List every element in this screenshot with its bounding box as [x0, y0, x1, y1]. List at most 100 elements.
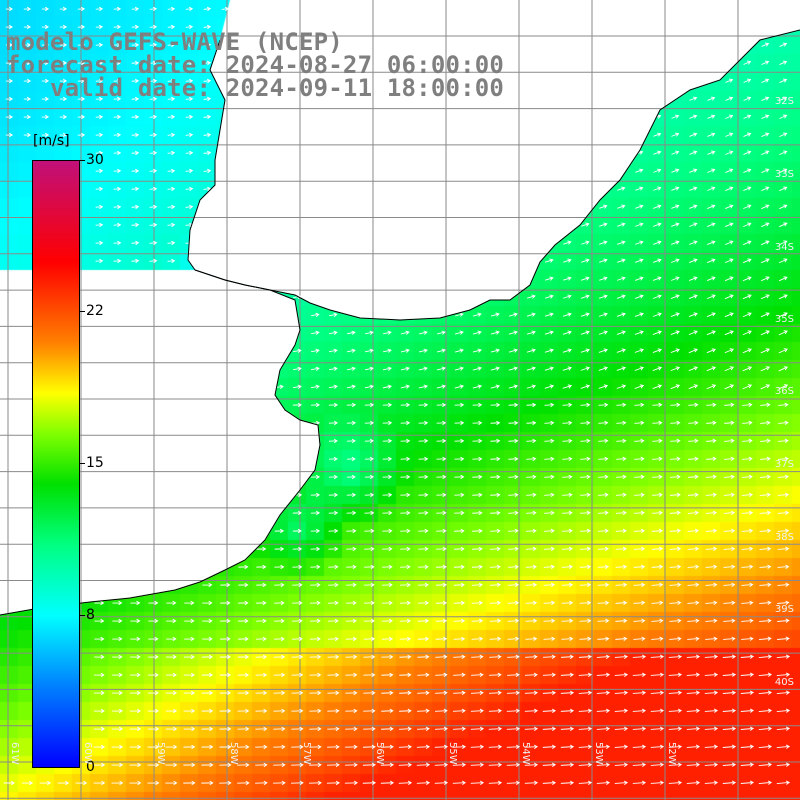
wind-arrow: [615, 546, 628, 552]
wind-arrow: [562, 384, 573, 389]
wind-arrow: [452, 762, 467, 768]
wind-arrow: [760, 258, 770, 264]
wind-arrow: [345, 726, 358, 732]
wind-arrow: [471, 654, 484, 660]
wind-arrow: [167, 42, 176, 48]
wind-arrow: [165, 708, 178, 714]
wind-arrow: [291, 690, 304, 696]
wind-arrow: [167, 114, 176, 120]
wind-arrow: [472, 456, 483, 462]
wind-arrow: [131, 78, 140, 84]
wind-arrow: [329, 312, 338, 317]
wind-arrow: [364, 366, 374, 371]
wind-arrow: [652, 366, 663, 371]
wind-arrow: [614, 762, 629, 767]
wind-arrow: [434, 762, 449, 768]
wind-arrow: [651, 528, 664, 534]
wind-arrow: [616, 366, 627, 371]
wind-arrow: [779, 96, 788, 101]
wind-arrow: [147, 708, 160, 714]
wind-arrow: [94, 654, 105, 660]
wind-arrow: [237, 780, 250, 786]
wind-arrow: [237, 726, 250, 732]
wind-arrow: [488, 762, 503, 767]
wind-arrow: [777, 582, 790, 587]
wind-arrow: [526, 402, 537, 408]
wind-arrow: [526, 420, 537, 426]
wind-arrow: [130, 654, 141, 660]
wind-arrow: [308, 780, 322, 786]
wind-arrow: [705, 636, 718, 641]
wind-arrow: [382, 438, 393, 444]
wind-arrow: [723, 582, 736, 587]
wind-arrow: [704, 744, 719, 749]
wind-arrow: [416, 780, 431, 786]
wind-arrow: [725, 204, 734, 209]
wind-arrow: [560, 780, 575, 785]
wind-arrow: [149, 60, 158, 66]
wind-arrow: [740, 762, 755, 767]
wind-arrow: [668, 654, 683, 659]
wind-arrow: [347, 330, 356, 335]
wind-arrow: [417, 672, 430, 678]
wind-arrow: [292, 546, 303, 552]
wind-arrow: [382, 582, 393, 588]
wind-arrow: [220, 636, 231, 642]
wind-arrow: [364, 546, 375, 552]
wind-arrow: [633, 546, 646, 552]
wind-arrow: [41, 42, 50, 48]
wind-arrow: [779, 78, 788, 83]
wind-arrow: [508, 330, 518, 335]
wind-arrow: [652, 330, 662, 335]
wind-arrow: [652, 258, 662, 263]
wind-arrow: [41, 114, 50, 120]
wind-arrow: [183, 690, 196, 696]
wind-arrow: [400, 546, 411, 552]
wind-arrow: [167, 222, 176, 228]
wind-arrow: [183, 780, 196, 786]
wind-arrow: [149, 114, 158, 120]
wind-arrow: [400, 492, 411, 498]
wind-arrow: [94, 618, 105, 624]
wind-arrow: [506, 708, 521, 713]
wind-arrow: [508, 438, 519, 444]
wind-arrow: [39, 780, 52, 786]
wind-arrow: [23, 114, 32, 120]
wind-arrow: [345, 654, 358, 660]
wind-arrow: [23, 96, 32, 102]
wind-arrow: [95, 24, 104, 30]
wind-arrow: [758, 690, 773, 695]
wind-arrow: [183, 672, 195, 678]
wind-arrow: [382, 402, 393, 408]
wind-arrow: [417, 690, 430, 696]
wind-arrow: [167, 96, 176, 102]
wind-arrow: [5, 42, 14, 48]
wind-arrow: [327, 744, 340, 750]
wind-arrow: [670, 456, 681, 462]
wind-arrow: [777, 618, 790, 623]
wind-arrow: [185, 168, 194, 174]
wind-arrow: [668, 672, 683, 677]
wind-arrow: [615, 510, 627, 516]
wind-arrow: [291, 654, 304, 660]
wind-arrow: [723, 474, 735, 479]
wind-arrow: [633, 618, 646, 623]
wind-arrow: [580, 402, 591, 408]
wind-arrow: [635, 150, 644, 155]
wind-arrow: [454, 510, 465, 516]
wind-arrow: [743, 186, 752, 192]
wind-arrow: [563, 240, 572, 245]
wind-arrow: [597, 510, 609, 516]
wind-arrow: [398, 744, 412, 750]
wind-arrow: [761, 114, 770, 119]
wind-arrow: [688, 330, 698, 336]
wind-arrow: [435, 654, 448, 660]
wind-arrow: [779, 42, 788, 47]
wind-arrow: [597, 600, 610, 606]
wind-arrow: [743, 150, 752, 155]
wind-arrow: [598, 348, 608, 353]
wind-arrow: [580, 438, 591, 444]
wind-arrow: [544, 492, 555, 498]
wind-arrow: [345, 672, 358, 678]
wind-arrow: [580, 456, 591, 462]
